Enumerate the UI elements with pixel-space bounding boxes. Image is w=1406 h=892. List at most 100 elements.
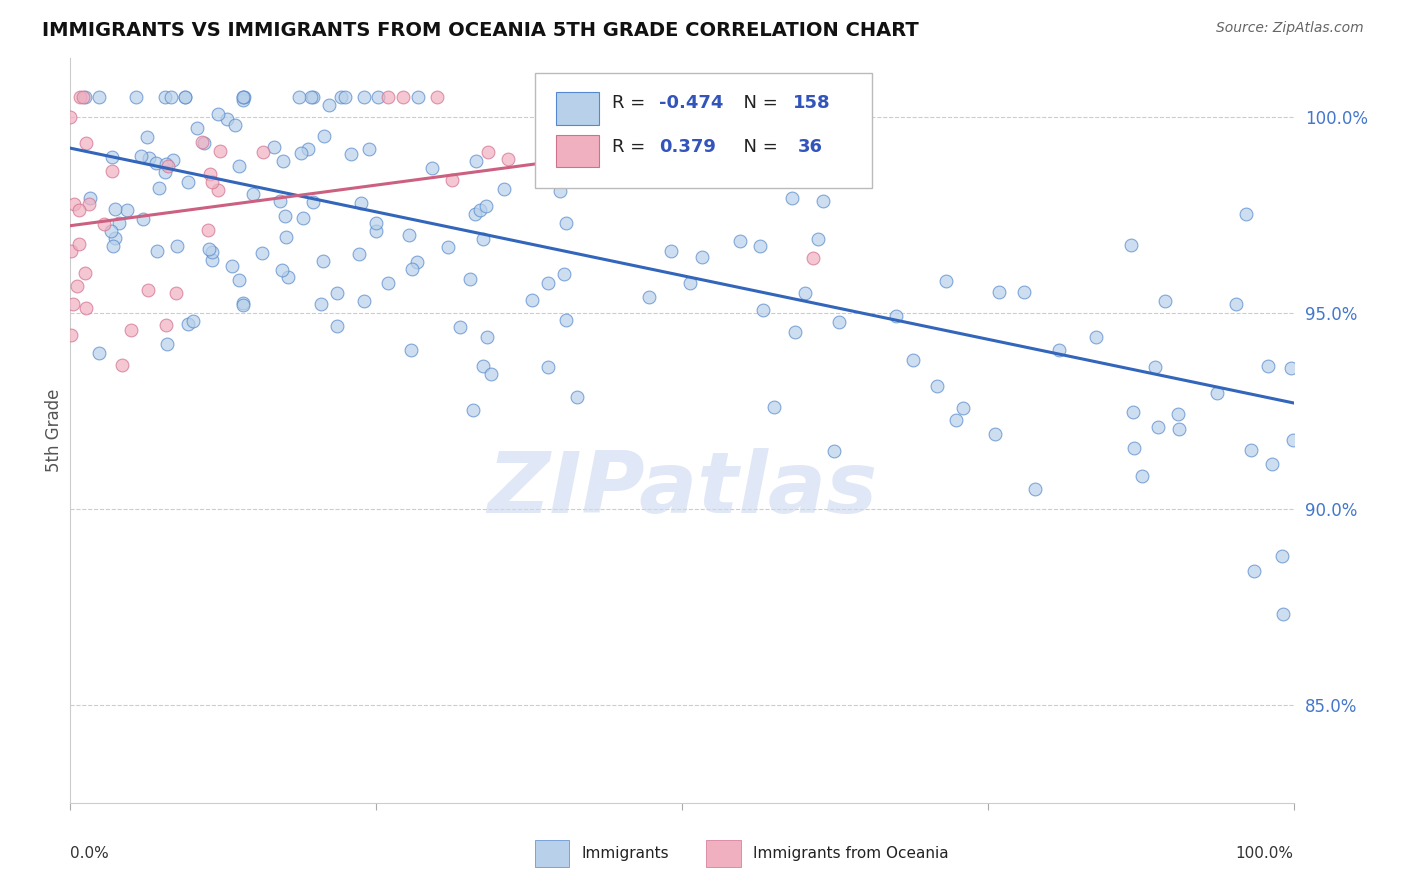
Point	[884, 309, 907, 323]
Point	[474, 198, 496, 212]
Point	[73, 90, 96, 104]
Point	[228, 273, 250, 287]
Point	[945, 412, 967, 426]
Point	[193, 136, 215, 150]
Point	[1206, 385, 1229, 400]
Text: R =: R =	[612, 94, 651, 112]
Text: N =: N =	[733, 138, 789, 156]
Point	[145, 156, 167, 170]
Point	[162, 153, 184, 167]
Bar	[536, 840, 569, 867]
Point	[59, 110, 82, 124]
Point	[401, 262, 423, 277]
Point	[232, 94, 254, 108]
FancyBboxPatch shape	[536, 73, 872, 188]
Text: 0.0%: 0.0%	[70, 846, 110, 861]
Point	[1130, 468, 1153, 483]
Point	[312, 128, 335, 143]
Point	[67, 202, 90, 217]
Text: R =: R =	[612, 138, 657, 156]
Point	[101, 164, 124, 178]
Point	[377, 276, 399, 290]
Point	[1234, 207, 1257, 221]
Point	[1012, 285, 1035, 299]
Point	[1282, 434, 1305, 448]
Point	[1279, 361, 1302, 376]
Point	[312, 254, 335, 268]
Point	[492, 182, 515, 196]
Point	[62, 297, 84, 311]
Point	[823, 444, 845, 458]
Point	[420, 161, 443, 175]
Point	[935, 274, 957, 288]
Point	[364, 224, 387, 238]
Point	[108, 216, 131, 230]
Point	[1123, 441, 1146, 455]
Point	[1144, 359, 1167, 374]
Point	[155, 318, 177, 332]
Point	[458, 272, 481, 286]
Point	[104, 202, 127, 216]
Text: Immigrants: Immigrants	[582, 846, 669, 861]
Point	[66, 278, 89, 293]
Text: Immigrants from Oceania: Immigrants from Oceania	[752, 846, 949, 861]
Point	[496, 152, 519, 166]
Point	[1153, 293, 1175, 308]
Point	[1271, 549, 1294, 563]
Point	[585, 90, 607, 104]
Point	[191, 135, 214, 149]
Point	[274, 230, 297, 244]
Point	[181, 313, 204, 327]
Point	[748, 239, 770, 253]
Point	[252, 145, 274, 160]
Point	[449, 319, 471, 334]
Point	[197, 223, 219, 237]
Point	[148, 181, 170, 195]
Point	[405, 255, 427, 269]
Point	[75, 136, 97, 150]
Point	[79, 197, 101, 211]
Point	[291, 211, 314, 225]
Point	[75, 301, 97, 315]
Point	[273, 210, 295, 224]
Point	[554, 216, 576, 230]
Point	[198, 242, 221, 256]
Point	[208, 144, 231, 158]
Point	[330, 90, 353, 104]
Point	[638, 290, 661, 304]
Point	[565, 390, 588, 404]
Text: 36: 36	[799, 138, 823, 156]
Point	[173, 90, 195, 104]
Point	[925, 379, 948, 393]
Point	[302, 194, 325, 209]
Point	[1024, 483, 1046, 497]
Point	[679, 276, 702, 290]
Point	[79, 191, 101, 205]
Point	[437, 240, 460, 254]
Point	[288, 90, 311, 104]
Point	[131, 149, 153, 163]
Point	[477, 145, 499, 159]
Point	[782, 191, 804, 205]
Point	[479, 368, 502, 382]
Point	[318, 98, 340, 112]
Point	[326, 319, 349, 334]
Point	[302, 90, 325, 104]
Point	[398, 228, 420, 243]
Bar	[555, 135, 599, 168]
Point	[1122, 404, 1144, 418]
Point	[125, 90, 148, 104]
Point	[1167, 422, 1189, 436]
Point	[132, 212, 155, 227]
Point	[1167, 408, 1189, 422]
Point	[987, 285, 1010, 299]
Point	[93, 217, 115, 231]
Point	[277, 269, 299, 284]
Point	[215, 112, 238, 126]
Point	[548, 184, 571, 198]
Point	[1084, 330, 1107, 344]
Point	[555, 313, 578, 327]
Point	[104, 231, 127, 245]
Point	[1243, 564, 1265, 578]
Point	[155, 165, 177, 179]
